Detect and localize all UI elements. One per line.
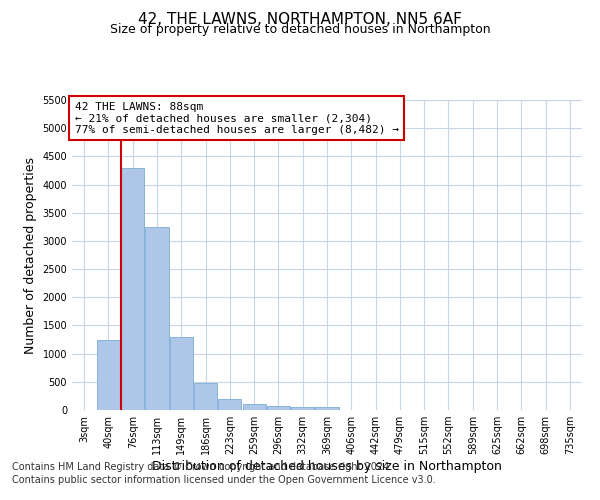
X-axis label: Distribution of detached houses by size in Northampton: Distribution of detached houses by size …	[152, 460, 502, 473]
Bar	[218, 398, 241, 410]
Bar	[242, 404, 266, 410]
Text: Contains HM Land Registry data © Crown copyright and database right 2024.: Contains HM Land Registry data © Crown c…	[12, 462, 392, 472]
Bar	[121, 168, 144, 410]
Text: Contains public sector information licensed under the Open Government Licence v3: Contains public sector information licen…	[12, 475, 436, 485]
Bar	[97, 340, 120, 410]
Bar	[316, 407, 338, 410]
Bar	[170, 336, 193, 410]
Bar	[291, 406, 314, 410]
Bar	[194, 383, 217, 410]
Text: 42, THE LAWNS, NORTHAMPTON, NN5 6AF: 42, THE LAWNS, NORTHAMPTON, NN5 6AF	[138, 12, 462, 28]
Bar	[145, 227, 169, 410]
Y-axis label: Number of detached properties: Number of detached properties	[24, 156, 37, 354]
Bar	[267, 406, 290, 410]
Text: 42 THE LAWNS: 88sqm
← 21% of detached houses are smaller (2,304)
77% of semi-det: 42 THE LAWNS: 88sqm ← 21% of detached ho…	[74, 102, 398, 134]
Text: Size of property relative to detached houses in Northampton: Size of property relative to detached ho…	[110, 22, 490, 36]
